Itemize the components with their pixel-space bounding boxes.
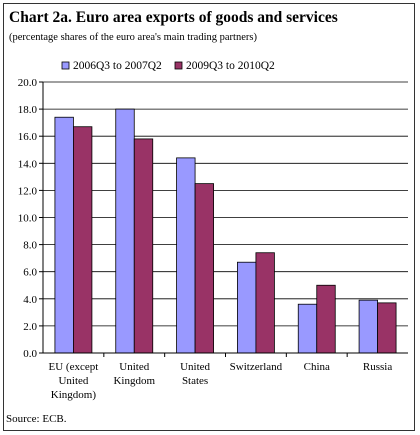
x-category-label: China xyxy=(304,361,330,373)
bar-series2 xyxy=(194,183,214,354)
x-category-label: EU (except xyxy=(49,361,99,373)
y-tick-label: 20.0 xyxy=(18,77,38,89)
bar-series2 xyxy=(377,302,397,354)
y-tick-label: 0.0 xyxy=(23,348,37,360)
y-tick-label: 16.0 xyxy=(18,131,38,143)
x-category-label: Switzerland xyxy=(230,361,283,373)
legend-label: 2009Q3 to 2010Q2 xyxy=(186,60,275,72)
y-tick-label: 4.0 xyxy=(23,294,37,306)
x-category-labels: EU (except United Kingdom) United Kingdom Uni… xyxy=(49,361,393,401)
bar-series1 xyxy=(176,157,196,354)
legend-label: 2006Q3 to 2007Q2 xyxy=(73,60,162,72)
x-category-label: Kingdom xyxy=(113,375,155,387)
x-category-label: United xyxy=(58,375,88,387)
y-tick-labels: 0.0 2.0 4.0 6.0 8.0 10.0 12.0 14.0 16.0 18.0 20.0 xyxy=(18,77,38,360)
bar-series2 xyxy=(73,126,93,354)
bar-series2 xyxy=(133,138,154,354)
bar-series1 xyxy=(54,116,74,354)
chart-subtitle: (percentage shares of the euro area's ma… xyxy=(9,32,257,43)
bar-series2 xyxy=(316,284,336,354)
y-tick-label: 6.0 xyxy=(23,267,37,279)
bar-series1 xyxy=(358,299,378,354)
bar-series1 xyxy=(115,108,135,354)
chart-frame xyxy=(3,3,415,431)
chart-title: Chart 2a. Euro area exports of goods and… xyxy=(9,9,338,26)
bars xyxy=(54,108,397,354)
bar-series2 xyxy=(255,252,275,354)
legend-swatch xyxy=(61,61,70,70)
y-tick-label: 18.0 xyxy=(18,104,38,116)
x-category-label: Russia xyxy=(363,361,392,373)
y-tick-label: 14.0 xyxy=(18,158,38,170)
x-category-label: United xyxy=(119,361,149,373)
legend-swatch xyxy=(174,61,183,70)
gridlines xyxy=(43,81,408,327)
y-tick-label: 2.0 xyxy=(23,321,37,333)
legend: 2006Q3 to 2007Q2 2009Q3 to 2010Q2 xyxy=(61,60,275,72)
source-note: Source: ECB. xyxy=(6,413,67,425)
bar-series1 xyxy=(237,261,257,354)
y-tick-label: 12.0 xyxy=(18,185,38,197)
x-category-label: States xyxy=(182,375,208,387)
axes xyxy=(39,81,408,357)
x-category-label: Kingdom) xyxy=(51,389,97,401)
x-category-label: United xyxy=(180,361,210,373)
bar-series1 xyxy=(297,303,318,354)
y-tick-label: 10.0 xyxy=(18,213,38,225)
y-tick-label: 8.0 xyxy=(23,240,37,252)
